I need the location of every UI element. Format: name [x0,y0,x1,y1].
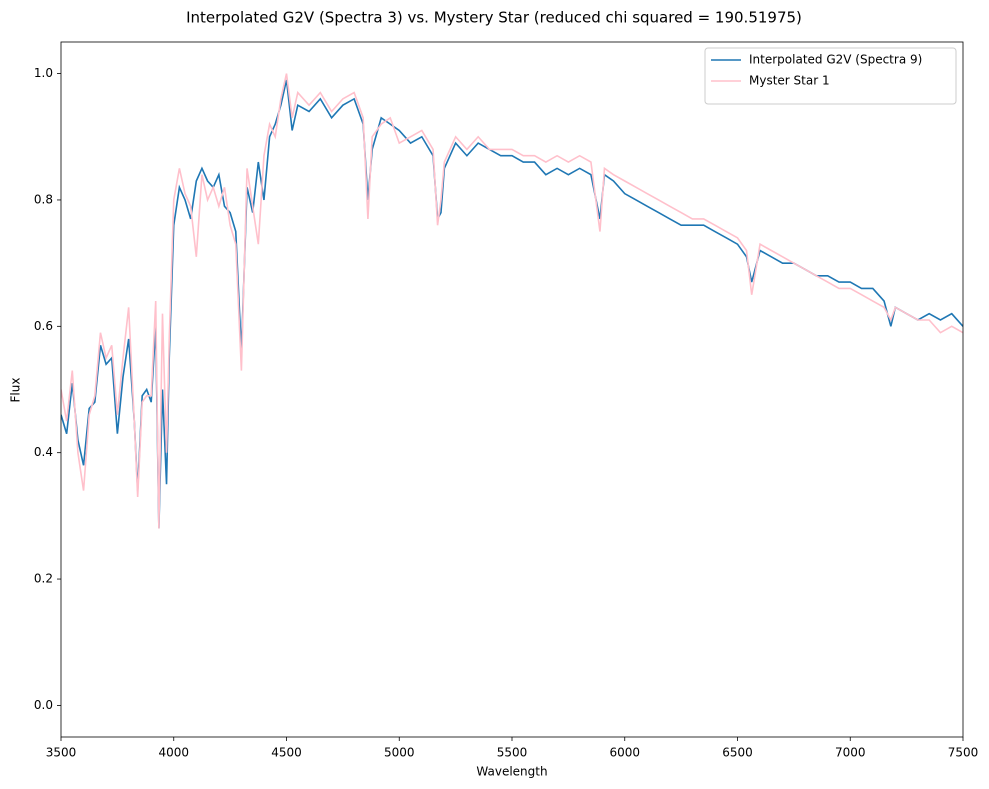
x-tick-label: 4000 [158,746,189,760]
y-axis-label: Flux [9,378,23,403]
x-axis-label: Wavelength [476,765,547,779]
y-tick-label: 0.2 [34,572,53,586]
x-tick-label: 7000 [835,746,866,760]
x-tick-label: 7500 [948,746,979,760]
legend-label: Myster Star 1 [749,74,830,88]
plot-frame [60,41,964,738]
x-tick-label: 6500 [722,746,753,760]
x-tick-label: 5500 [497,746,528,760]
y-tick-label: 0.0 [34,698,53,712]
legend-box [704,47,957,105]
x-tick-label: 4500 [271,746,302,760]
y-tick-label: 0.4 [34,445,53,459]
chart-title: Interpolated G2V (Spectra 3) vs. Mystery… [186,9,802,27]
y-tick-label: 0.8 [34,192,53,206]
x-tick-label: 6000 [609,746,640,760]
x-tick-label: 3500 [46,746,77,760]
legend-label: Interpolated G2V (Spectra 9) [749,53,922,67]
y-tick-label: 0.6 [34,319,53,333]
series-line [61,79,963,529]
y-tick-label: 1.0 [34,66,53,80]
x-tick-label: 5000 [384,746,415,760]
series-line [61,73,963,529]
